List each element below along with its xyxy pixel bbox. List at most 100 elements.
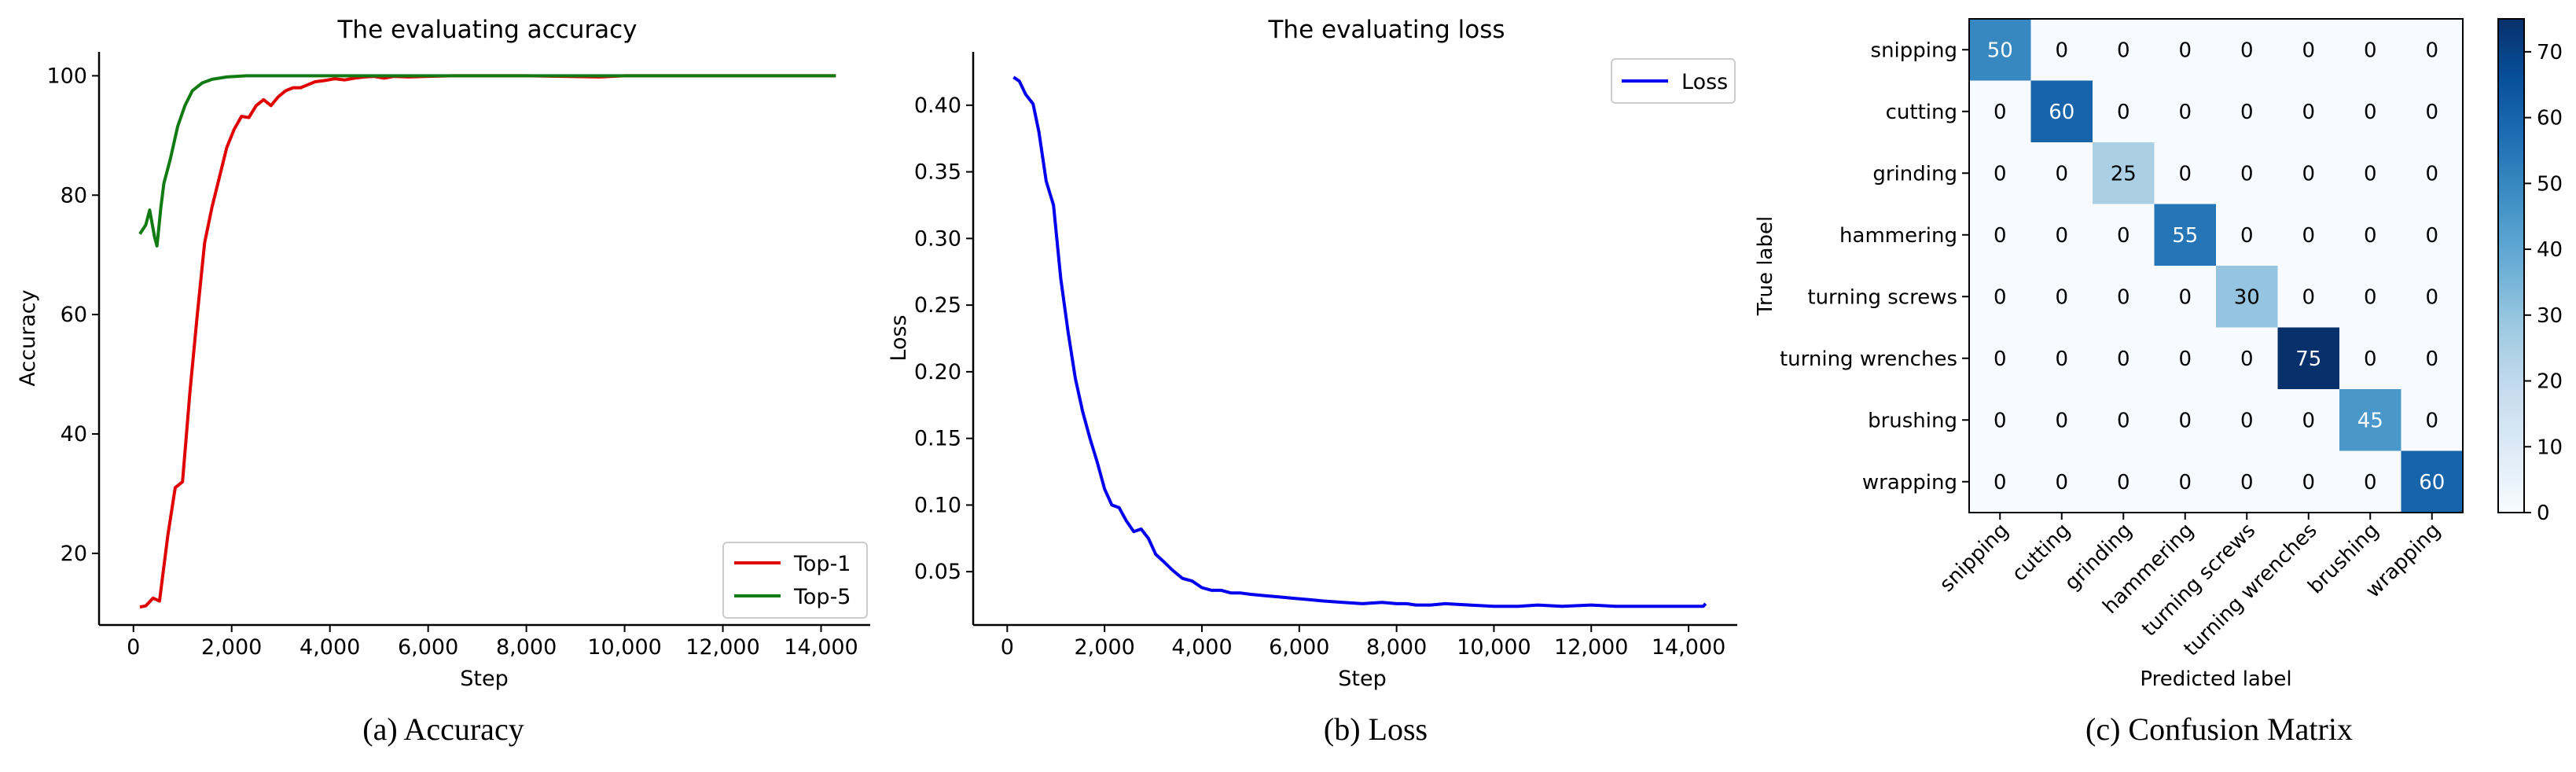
confusion-cell-value: 0 <box>2117 471 2130 494</box>
row-label-hammering: hammering <box>1839 224 1957 248</box>
loss-x-axis-label: Step <box>1338 667 1386 691</box>
loss-axes <box>972 52 1737 627</box>
col-label-snipping: snipping <box>1935 519 2013 597</box>
confusion-cell <box>2277 204 2340 267</box>
confusion-cell-value: 0 <box>1994 347 2007 371</box>
confusion-matrix-frame <box>1968 18 2464 513</box>
loss-y-ticks: 0.05 0.10 0.15 0.20 0.25 0.30 0.35 0.40 <box>914 94 973 584</box>
confusion-cell-value: 25 <box>2111 162 2137 186</box>
y-tick-label: 80 <box>61 183 87 208</box>
x-tick-label: 8,000 <box>1366 635 1427 660</box>
confusion-cell <box>2154 80 2217 143</box>
accuracy-x-axis-label: Step <box>460 667 508 691</box>
confusion-cell-value: 60 <box>2419 471 2445 494</box>
confusion-cell-value: 0 <box>2055 224 2068 248</box>
confusion-cell <box>2030 266 2093 328</box>
confusion-cell-value: 0 <box>2364 39 2377 62</box>
confusion-cell <box>2339 80 2401 143</box>
colorbar-tick-label: 50 <box>2537 172 2563 196</box>
y-tick-label: 0.15 <box>914 427 961 451</box>
confusion-cell <box>2216 80 2278 143</box>
colorbar-tick-label: 60 <box>2537 107 2563 131</box>
confusion-cell-value: 0 <box>2425 39 2438 62</box>
confusion-cell <box>2339 142 2401 204</box>
accuracy-caption: (a) Accuracy <box>362 711 524 747</box>
confusion-matrix-row-labels: snipping cutting grinding hammering turning … <box>1780 39 1969 494</box>
colorbar-tick-label: 0 <box>2537 502 2550 525</box>
confusion-cell <box>2277 327 2340 390</box>
confusion-cell <box>1969 80 2031 143</box>
x-tick-label: 6,000 <box>398 635 458 660</box>
loss-chart-title: The evaluating loss <box>1267 16 1505 44</box>
colorbar-tick-label: 30 <box>2537 304 2563 328</box>
y-tick-label: 0.40 <box>914 94 961 118</box>
confusion-cell-value: 0 <box>2055 39 2068 62</box>
confusion-cell-value: 0 <box>2302 285 2315 309</box>
loss-legend-frame <box>1611 58 1736 104</box>
colorbar-tick-label: 20 <box>2537 370 2563 394</box>
confusion-cell <box>2154 327 2217 390</box>
confusion-cell-value: 0 <box>2302 471 2315 494</box>
confusion-cell <box>2277 266 2340 328</box>
confusion-cell <box>2216 204 2278 267</box>
confusion-cell <box>2216 327 2278 390</box>
colorbar <box>2497 18 2525 513</box>
loss-legend: Loss <box>1611 58 1736 104</box>
row-label-turning-screws: turning screws <box>1807 285 1957 309</box>
confusion-cell-value: 0 <box>2240 39 2254 62</box>
confusion-cell <box>2401 80 2464 143</box>
confusion-cell <box>1969 389 2031 451</box>
confusion-cell <box>2093 450 2155 513</box>
confusion-cell-value: 0 <box>2425 285 2438 309</box>
loss-caption: (b) Loss <box>1324 711 1428 747</box>
confusion-y-axis-label: True label <box>1754 216 1777 316</box>
confusion-cell-value: 60 <box>2049 101 2074 124</box>
accuracy-lines <box>138 74 836 609</box>
confusion-cell-value: 0 <box>2117 101 2130 124</box>
confusion-cell-value: 0 <box>2302 101 2315 124</box>
x-tick-label: 12,000 <box>1554 635 1628 660</box>
confusion-cell-value: 0 <box>2302 162 2315 186</box>
confusion-cell-value: 0 <box>2302 224 2315 248</box>
y-tick-label: 100 <box>46 64 87 88</box>
confusion-cell-value: 0 <box>2055 162 2068 186</box>
confusion-cell-value: 0 <box>1994 471 2007 494</box>
x-tick-label: 14,000 <box>1652 635 1725 660</box>
confusion-cell <box>2154 204 2217 267</box>
confusion-cell-value: 0 <box>2178 409 2192 432</box>
confusion-cell <box>2216 389 2278 451</box>
y-tick-label: 0.10 <box>914 493 961 517</box>
confusion-cell-value: 0 <box>2117 409 2130 432</box>
confusion-cell-value: 0 <box>2055 471 2068 494</box>
confusion-cell <box>2277 19 2340 81</box>
confusion-cell <box>2093 389 2155 451</box>
y-tick-label: 0.35 <box>914 160 961 185</box>
confusion-cell <box>1969 19 2031 81</box>
confusion-cell-value: 0 <box>2117 224 2130 248</box>
confusion-cell <box>2339 19 2401 81</box>
confusion-cell <box>2030 19 2093 81</box>
confusion-cell-value: 0 <box>1994 285 2007 309</box>
confusion-x-axis-label: Predicted label <box>2140 667 2291 691</box>
legend-label-top-5: Top-5 <box>793 585 851 609</box>
confusion-cell-value: 0 <box>2364 162 2377 186</box>
x-tick-label: 0 <box>1001 635 1014 660</box>
confusion-cell <box>2154 389 2217 451</box>
confusion-cell-value: 0 <box>2364 285 2377 309</box>
y-tick-label: 20 <box>61 542 87 566</box>
confusion-cell-value: 0 <box>2425 224 2438 248</box>
confusion-cell-value: 0 <box>2240 409 2254 432</box>
accuracy-y-ticks: 20 40 60 80 100 <box>46 64 99 566</box>
row-label-cutting: cutting <box>1886 101 1957 124</box>
confusion-cell-value: 0 <box>2055 347 2068 371</box>
confusion-cell-value: 45 <box>2357 409 2383 432</box>
y-tick-label: 0.20 <box>914 360 961 384</box>
confusion-cell <box>2277 142 2340 204</box>
confusion-cell <box>2401 204 2464 267</box>
colorbar-tick-label: 10 <box>2537 436 2563 459</box>
confusion-cell <box>2401 389 2464 451</box>
confusion-cell <box>2030 450 2093 513</box>
confusion-cell-value: 0 <box>2364 347 2377 371</box>
confusion-cell <box>2093 80 2155 143</box>
